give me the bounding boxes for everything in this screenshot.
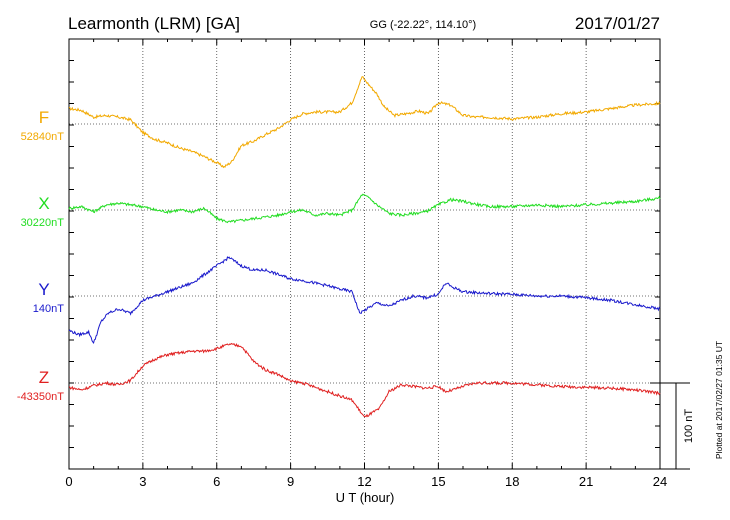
x-tick-label: 21 (579, 474, 593, 489)
x-tick-label: 24 (653, 474, 667, 489)
series-line-z (69, 342, 661, 418)
series-baseline-y: 140nT (33, 303, 64, 315)
x-axis: 0 3 6 9 12 15 18 21 24 (65, 39, 667, 489)
date-label: 2017/01/27 (575, 14, 660, 33)
x-tick-label: 9 (287, 474, 294, 489)
plot-frame (68, 38, 661, 470)
series-baseline-x: 30220nT (21, 217, 65, 229)
scale-bar-label: 100 nT (683, 409, 695, 444)
x-axis-label: U T (hour) (336, 490, 395, 505)
series-line-f (68, 76, 661, 169)
coordinates-label: GG (-22.22°, 114.10°) (370, 19, 476, 31)
plot-border (68, 38, 661, 470)
scale-bar: 100 nT (650, 382, 695, 470)
x-tick-label: 15 (431, 474, 445, 489)
grid (69, 39, 660, 469)
x-tick-label: 18 (505, 474, 519, 489)
series-lines (68, 76, 661, 418)
series-line-x (68, 193, 661, 224)
series-labels: F 52840nT X 30220nT Y 140nT Z -43350nT (17, 108, 64, 403)
series-name-f: F (39, 108, 49, 127)
series-name-x: X (38, 194, 49, 213)
station-title: Learmonth (LRM) [GA] (68, 14, 240, 33)
series-name-y: Y (38, 280, 49, 299)
series-name-z: Z (39, 368, 49, 387)
x-tick-label: 12 (357, 474, 371, 489)
x-tick-label: 0 (65, 474, 72, 489)
plotted-timestamp: Plotted at 2017/02/27 01:35 UT (714, 341, 724, 459)
series-line-y (68, 256, 661, 344)
x-tick-label: 6 (213, 474, 220, 489)
series-baseline-z: -43350nT (17, 391, 64, 403)
x-tick-label: 3 (139, 474, 146, 489)
series-baseline-f: 52840nT (21, 131, 65, 143)
